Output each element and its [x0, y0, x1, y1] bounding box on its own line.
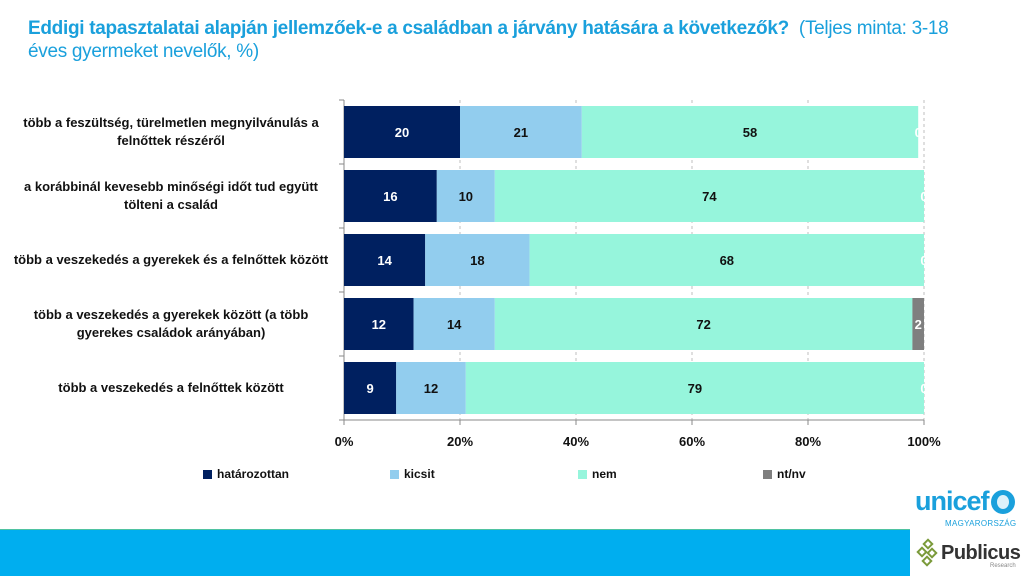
category-label: több a feszültség, türelmetlen megnyilvá…: [23, 115, 319, 148]
legend-swatch: [203, 469, 212, 479]
category-label: több a veszekedés a gyerekek között (a t…: [33, 307, 309, 340]
category-label: több a veszekedés a gyerekek és a felnőt…: [13, 252, 329, 267]
title-main: Eddigi tapasztalatai alapján jellemzőek-…: [28, 18, 789, 39]
bar-segment: [396, 362, 466, 414]
legend-item: nt/nv: [763, 467, 806, 481]
footer-band: [0, 530, 910, 576]
bar-segment: [529, 234, 924, 286]
publicus-diamonds-icon: [916, 538, 938, 567]
legend-swatch: [578, 469, 587, 479]
unicef-country: MAGYARORSZÁG: [945, 519, 1017, 528]
data-label: 14: [377, 253, 392, 268]
bar-segment: [425, 234, 530, 286]
bar-segment: [581, 106, 919, 158]
bar-segment: [344, 298, 414, 350]
footer-divider: [0, 529, 910, 530]
x-tick-label: 100%: [907, 434, 941, 449]
publicus-wordmark: Publicus: [941, 541, 1021, 564]
bar-segment: [344, 362, 397, 414]
bar-segment: [344, 106, 460, 158]
legend-label: határozottan: [217, 467, 289, 481]
data-label: 0: [920, 381, 927, 396]
data-label: 79: [688, 381, 702, 396]
legend-item: nem: [578, 467, 617, 481]
legend-swatch: [390, 469, 399, 479]
bar-segment: [413, 298, 495, 350]
stacked-bar-chart: 0% 20% 40% 60% 80% 100%20 21 58 016 10 74 014 18 68 01…: [335, 99, 941, 449]
x-tick-label: 40%: [563, 434, 589, 449]
data-label: 12: [424, 381, 438, 396]
category-label: a korábbinál kevesebb minőségi időt tud …: [24, 179, 318, 212]
x-tick-label: 20%: [447, 434, 473, 449]
data-label: 0: [920, 189, 927, 204]
data-label: 72: [696, 317, 710, 332]
legend-swatch: [763, 469, 772, 479]
legend-item: határozottan: [203, 467, 289, 481]
publicus-logo: Publicus: [916, 538, 1021, 567]
unicef-emblem-icon: [990, 489, 1015, 514]
bar-segment: [344, 234, 426, 286]
bar-segment: [465, 362, 924, 414]
unicef-logo: unicef: [915, 486, 1015, 517]
legend-item: kicsit: [390, 467, 435, 481]
data-label: 16: [383, 189, 397, 204]
data-label: 74: [702, 189, 717, 204]
bar-segment: [344, 170, 437, 222]
legend-label: kicsit: [404, 467, 435, 481]
data-label: 21: [514, 125, 528, 140]
bar-segment: [460, 106, 582, 158]
data-label: 14: [447, 317, 462, 332]
legend-label: nem: [592, 467, 617, 481]
unicef-wordmark: unicef: [915, 486, 990, 516]
legend-label: nt/nv: [777, 467, 806, 481]
data-label: 20: [395, 125, 409, 140]
x-tick-label: 80%: [795, 434, 821, 449]
title-sub: (Teljes minta: 3-18 éves gyermeket nevel…: [28, 18, 949, 62]
data-label: 2: [915, 317, 922, 332]
publicus-subtitle: Research: [990, 563, 1016, 569]
bar-segment: [494, 298, 913, 350]
bar-segment: [912, 298, 924, 350]
data-label: 58: [743, 125, 757, 140]
data-label: 18: [470, 253, 484, 268]
data-label: 0: [915, 125, 922, 140]
bar-segment: [494, 170, 924, 222]
data-label: 9: [366, 381, 373, 396]
chart-title: Eddigi tapasztalatai alapján jellemzőek-…: [28, 17, 988, 63]
data-label: 0: [920, 253, 927, 268]
bar-segment: [436, 170, 495, 222]
category-label: több a veszekedés a felnőttek között: [58, 380, 284, 395]
data-label: 12: [372, 317, 386, 332]
x-tick-label: 0%: [335, 434, 354, 449]
x-tick-label: 60%: [679, 434, 705, 449]
data-label: 10: [459, 189, 473, 204]
data-label: 68: [720, 253, 734, 268]
